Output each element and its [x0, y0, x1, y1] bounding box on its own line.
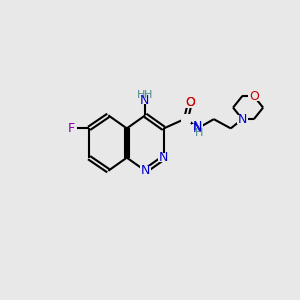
FancyBboxPatch shape [141, 98, 149, 104]
Text: O: O [185, 97, 195, 110]
FancyBboxPatch shape [181, 114, 191, 123]
Text: N: N [238, 113, 247, 126]
Text: N: N [159, 151, 168, 164]
FancyBboxPatch shape [140, 166, 151, 176]
FancyBboxPatch shape [185, 99, 195, 107]
FancyBboxPatch shape [158, 153, 169, 162]
FancyBboxPatch shape [146, 93, 152, 99]
FancyBboxPatch shape [192, 124, 203, 133]
Text: H: H [136, 90, 145, 100]
FancyBboxPatch shape [184, 98, 195, 108]
Text: H: H [144, 90, 152, 100]
FancyBboxPatch shape [140, 94, 151, 104]
Text: O: O [249, 90, 259, 103]
FancyBboxPatch shape [248, 92, 259, 101]
FancyBboxPatch shape [237, 115, 248, 124]
Text: N: N [141, 164, 150, 177]
FancyBboxPatch shape [194, 124, 202, 131]
Text: F: F [68, 122, 75, 135]
FancyBboxPatch shape [138, 93, 145, 99]
Text: O: O [185, 97, 195, 110]
FancyBboxPatch shape [237, 115, 248, 124]
Text: N: N [193, 120, 202, 134]
FancyBboxPatch shape [66, 124, 77, 133]
Text: N: N [193, 122, 202, 135]
Text: N: N [140, 94, 149, 107]
Text: H: H [195, 128, 203, 138]
